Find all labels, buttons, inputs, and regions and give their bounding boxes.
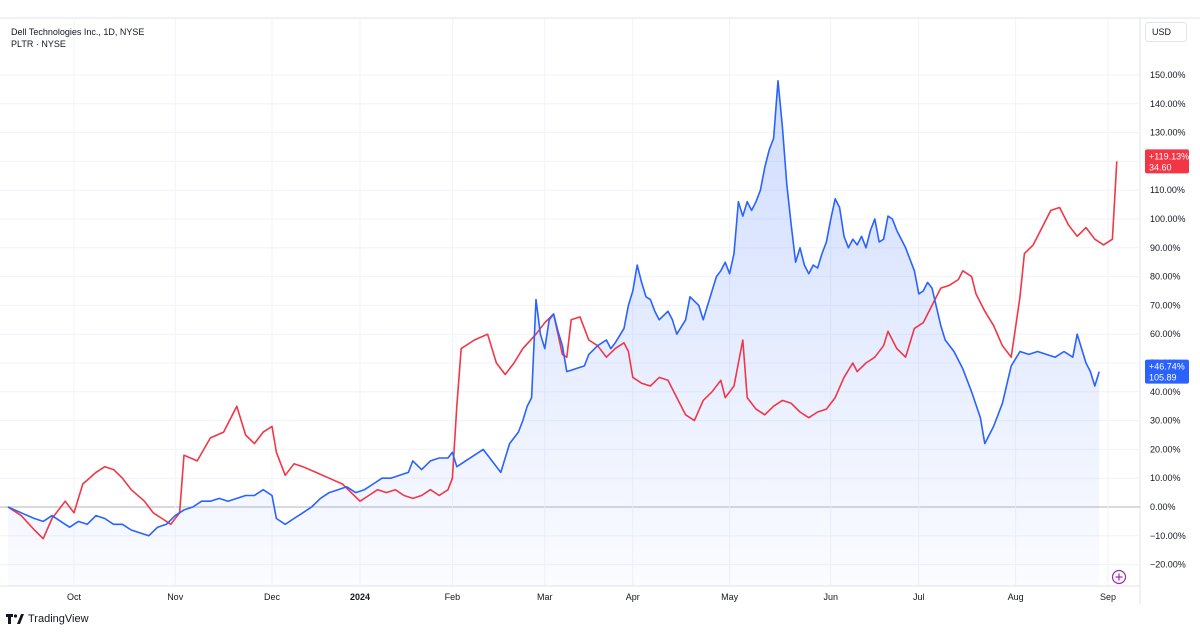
y-tick-label: 70.00%: [1150, 300, 1181, 310]
x-tick-label: Jun: [824, 592, 839, 602]
x-tick-label: Feb: [445, 592, 461, 602]
y-tick-label: −20.00%: [1150, 560, 1186, 570]
currency-selector[interactable]: USD: [1145, 22, 1187, 42]
x-tick-label: 2024: [350, 592, 370, 602]
badge-price: 34.60: [1149, 162, 1172, 172]
legend-secondary: PLTR · NYSE: [11, 39, 66, 49]
y-tick-label: 20.00%: [1150, 444, 1181, 454]
brand-label: TradingView: [28, 613, 89, 625]
x-tick-label: Mar: [537, 592, 553, 602]
x-tick-label: Aug: [1008, 592, 1024, 602]
y-tick-label: 100.00%: [1150, 214, 1186, 224]
y-tick-label: 140.00%: [1150, 99, 1186, 109]
grid-lines: [0, 17, 1200, 604]
y-tick-label: 150.00%: [1150, 70, 1186, 80]
currency-label: USD: [1152, 27, 1172, 37]
series-line-dell-technologies-inc-[interactable]: [7, 161, 1118, 540]
y-tick-label: 130.00%: [1150, 128, 1186, 138]
y-tick-label: 60.00%: [1150, 329, 1181, 339]
y-tick-label: 90.00%: [1150, 243, 1181, 253]
badge-background: [1145, 149, 1189, 174]
y-tick-label: 0.00%: [1150, 502, 1176, 512]
tradingview-logo-icon: [6, 614, 24, 624]
badge-percent: +46.74%: [1149, 362, 1185, 372]
x-tick-label: May: [721, 592, 739, 602]
x-tick-label: Dec: [264, 592, 281, 602]
y-tick-label: −10.00%: [1150, 531, 1186, 541]
add-plus-icon[interactable]: [1111, 569, 1127, 585]
x-tick-label: Oct: [67, 592, 82, 602]
tradingview-brand[interactable]: TradingView: [6, 613, 89, 625]
badge-price: 105.89: [1149, 373, 1177, 383]
x-axis: Oct Nov Dec 2024 Feb Mar Apr May Jun Jul Aug Sep: [67, 592, 1116, 602]
x-tick-label: Apr: [626, 592, 640, 602]
y-tick-label: 30.00%: [1150, 416, 1181, 426]
y-tick-label: 80.00%: [1150, 272, 1181, 282]
price-badge-pltr: +46.74%105.89: [1145, 359, 1189, 384]
x-tick-label: Nov: [167, 592, 184, 602]
plot-area[interactable]: [7, 80, 1118, 586]
x-tick-label: Jul: [913, 592, 925, 602]
y-tick-label: 40.00%: [1150, 387, 1181, 397]
badge-background: [1145, 359, 1189, 384]
y-tick-label: 10.00%: [1150, 473, 1181, 483]
price-badges: +119.13%34.60 +46.74%105.89: [1145, 149, 1189, 384]
price-badge-dell-technologies-inc-: +119.13%34.60: [1145, 149, 1189, 174]
badge-percent: +119.13%: [1149, 151, 1189, 161]
y-axis: −20.00% −10.00% 0.00% 10.00% 20.00% 30.00% 40.…: [1150, 70, 1186, 570]
chart-legend: Dell Technologies Inc., 1D, NYSE PLTR · …: [11, 26, 144, 50]
series-area-pltr: [8, 80, 1100, 586]
x-tick-label: Sep: [1100, 592, 1116, 602]
series-line-pltr[interactable]: [7, 80, 1100, 537]
y-tick-label: 110.00%: [1150, 185, 1185, 195]
legend-primary: Dell Technologies Inc., 1D, NYSE: [11, 27, 145, 37]
